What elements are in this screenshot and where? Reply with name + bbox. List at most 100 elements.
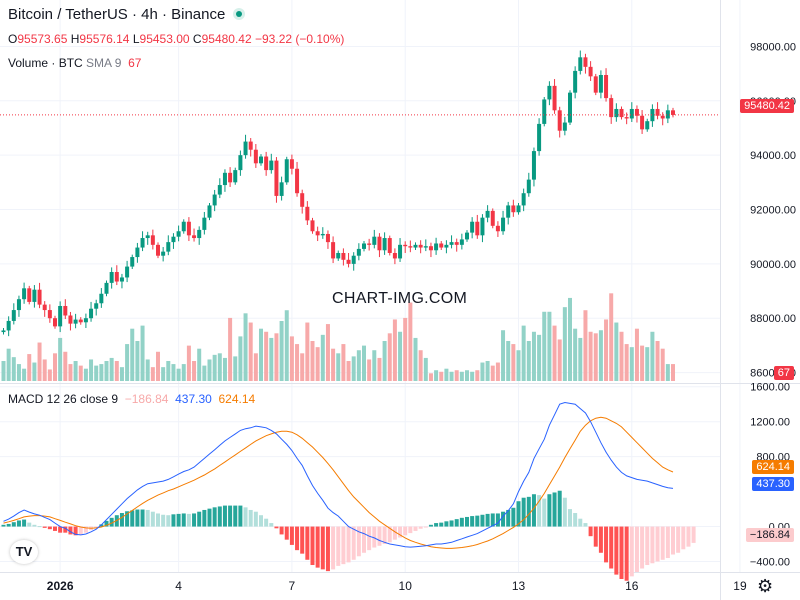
candle-body — [253, 149, 258, 164]
volume-bar — [671, 364, 675, 381]
volume-bar — [650, 331, 655, 381]
macd-histogram-bar — [691, 526, 696, 543]
macd-histogram-bar — [192, 513, 197, 527]
candle-body — [665, 110, 670, 119]
macd-tick-label: 1600.00 — [750, 382, 790, 394]
candle-body — [387, 238, 392, 253]
candle-body — [217, 185, 222, 195]
candle-body — [166, 242, 171, 252]
candle-body — [367, 243, 372, 245]
macd-histogram-bar — [526, 496, 531, 527]
macd-histogram-bar — [207, 508, 212, 527]
volume-value-tag: 67 — [773, 366, 794, 380]
volume-bar — [428, 373, 433, 381]
macd-histogram-bar — [423, 526, 428, 528]
volume-bar — [665, 364, 670, 381]
candle-body — [11, 310, 16, 321]
volume-bar — [521, 325, 526, 381]
macd-histogram-bar — [640, 526, 645, 569]
volume-bar — [506, 341, 511, 381]
time-tick-label: 7 — [289, 579, 296, 593]
candle-body — [521, 193, 526, 206]
volume-bar — [562, 307, 567, 381]
volume-bar — [588, 331, 593, 381]
candle-body — [398, 244, 403, 259]
macd-histogram-bar — [6, 523, 11, 527]
candle-body — [16, 299, 21, 311]
price-tick-label: 88000.00 — [750, 313, 796, 325]
time-tick-label: 13 — [512, 579, 526, 593]
volume-bar — [78, 365, 83, 381]
macd-histogram-bar — [197, 511, 202, 527]
volume-bar — [583, 310, 588, 381]
change-value: −93.22 (−0.10%) — [255, 32, 345, 46]
volume-bar — [202, 365, 207, 381]
volume-bar — [367, 359, 372, 381]
macd-histogram-bar — [439, 522, 444, 527]
macd-histogram-bar — [217, 506, 222, 527]
time-tick-label: 4 — [175, 579, 182, 593]
volume-bar — [114, 361, 119, 381]
macd-histogram-bar — [413, 526, 418, 531]
candle-body — [604, 74, 609, 99]
candle-body — [295, 168, 300, 194]
volume-bar — [459, 371, 464, 381]
macd-histogram-bar — [428, 524, 433, 527]
macd-histogram-bar — [465, 516, 469, 527]
macd-histogram-bar — [259, 515, 263, 527]
current-price-tag: 95480.42 — [740, 99, 794, 113]
candle-body — [63, 305, 68, 316]
volume-bar — [32, 362, 37, 381]
candle-body — [547, 85, 552, 100]
volume-bar — [125, 344, 130, 381]
candle-body — [356, 248, 361, 256]
volume-bar — [192, 361, 197, 381]
candle-body — [660, 115, 665, 119]
volume-bar — [135, 341, 140, 381]
macd-histogram-bar — [557, 490, 562, 527]
volume-bar — [423, 357, 428, 381]
volume-bar — [325, 324, 330, 381]
volume-bar — [439, 371, 444, 381]
volume-bar — [542, 311, 547, 381]
macd-histogram-bar — [150, 511, 155, 527]
macd-histogram-bar — [264, 518, 269, 527]
macd-histogram-bar — [32, 524, 37, 527]
gear-icon[interactable]: ⚙ — [757, 576, 774, 596]
volume-bar — [161, 367, 166, 381]
volume-bar — [68, 364, 73, 381]
macd-histogram-bar — [94, 526, 99, 528]
candle-body — [444, 244, 449, 248]
volume-bar — [320, 334, 325, 381]
volume-bar — [598, 330, 603, 381]
volume-bar — [58, 337, 63, 381]
volume-bar — [217, 353, 222, 381]
price-tick-label: 98000.00 — [750, 41, 796, 53]
candle-body — [269, 160, 274, 171]
close-value: 95480.42 — [201, 32, 252, 46]
macd-histogram-bar — [377, 526, 382, 546]
macd-histogram-bar — [614, 526, 619, 575]
candle-body — [526, 179, 531, 194]
volume-bar — [130, 328, 135, 381]
volume-bar — [104, 361, 109, 381]
candle-body — [130, 257, 135, 267]
candle-body — [655, 108, 660, 116]
volume-bar — [434, 370, 439, 381]
candle-body — [495, 225, 500, 232]
macd-histogram-bar — [279, 526, 284, 535]
candle-body — [671, 110, 675, 115]
macd-histogram-bar — [78, 526, 83, 535]
candle-body — [629, 108, 634, 119]
candle-body — [372, 236, 377, 245]
volume-bar — [47, 369, 52, 381]
candle-body — [325, 233, 330, 243]
macd-histogram-bar — [16, 520, 21, 527]
tradingview-logo[interactable]: TV — [10, 540, 38, 564]
candle-body — [207, 205, 212, 218]
macd-histogram-bar — [418, 526, 423, 529]
volume-bar — [465, 370, 469, 381]
macd-value-tag: 437.30 — [752, 477, 794, 491]
macd-histogram-bar — [253, 511, 258, 527]
